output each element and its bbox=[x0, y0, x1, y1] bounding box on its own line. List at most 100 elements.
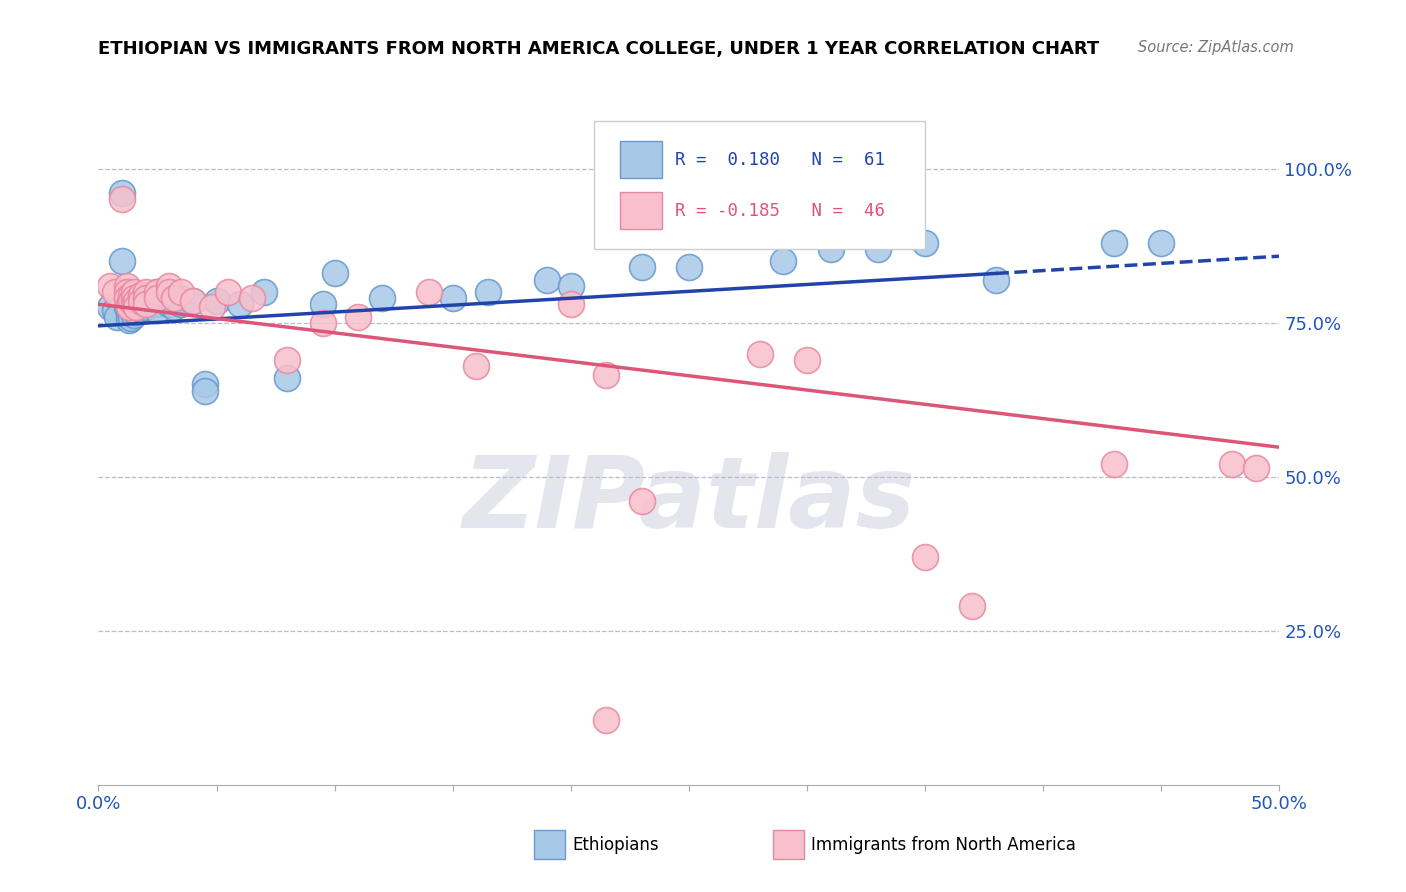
Point bbox=[1102, 458, 1125, 472]
Point bbox=[441, 291, 464, 305]
Point bbox=[105, 310, 128, 324]
Point bbox=[465, 359, 488, 373]
Point bbox=[125, 294, 148, 309]
FancyBboxPatch shape bbox=[620, 192, 662, 229]
Text: R =  0.180   N =  61: R = 0.180 N = 61 bbox=[675, 151, 884, 169]
Point bbox=[129, 302, 152, 317]
Point bbox=[104, 285, 127, 299]
Point bbox=[914, 549, 936, 564]
FancyBboxPatch shape bbox=[620, 141, 662, 178]
Point bbox=[135, 301, 157, 315]
Point bbox=[194, 384, 217, 398]
Point bbox=[276, 371, 298, 385]
Point bbox=[312, 297, 335, 311]
Point bbox=[1244, 460, 1267, 475]
Point bbox=[121, 310, 143, 325]
Point bbox=[229, 297, 252, 311]
Point bbox=[115, 301, 138, 315]
Point bbox=[240, 291, 263, 305]
Point bbox=[115, 291, 138, 305]
Point bbox=[201, 301, 224, 315]
Point bbox=[129, 291, 152, 305]
Point bbox=[98, 301, 121, 315]
Point bbox=[748, 346, 770, 360]
Point bbox=[125, 304, 148, 318]
Point bbox=[122, 297, 145, 311]
Point bbox=[129, 294, 152, 309]
Text: Source: ZipAtlas.com: Source: ZipAtlas.com bbox=[1137, 40, 1294, 55]
Point bbox=[678, 260, 700, 275]
Point bbox=[163, 291, 186, 305]
FancyBboxPatch shape bbox=[595, 120, 925, 250]
Point bbox=[312, 316, 335, 330]
Point bbox=[115, 297, 138, 311]
Point bbox=[170, 285, 193, 299]
Point bbox=[118, 301, 141, 315]
Point bbox=[1102, 235, 1125, 250]
Point bbox=[98, 278, 121, 293]
Point bbox=[121, 306, 143, 320]
Point bbox=[181, 294, 204, 309]
Point bbox=[820, 242, 842, 256]
Point bbox=[595, 713, 617, 727]
Point bbox=[477, 285, 499, 299]
Point bbox=[129, 288, 152, 302]
Point bbox=[217, 285, 239, 299]
Point bbox=[146, 297, 169, 311]
Point bbox=[135, 291, 157, 305]
Text: Ethiopians: Ethiopians bbox=[572, 836, 659, 854]
Point bbox=[129, 297, 152, 311]
Point bbox=[115, 285, 138, 299]
Point bbox=[115, 285, 138, 299]
Point bbox=[135, 285, 157, 299]
Point bbox=[630, 494, 652, 508]
Point bbox=[122, 303, 145, 318]
Point bbox=[194, 377, 217, 392]
Point bbox=[157, 285, 180, 299]
Point bbox=[157, 297, 180, 311]
Point bbox=[146, 303, 169, 318]
Point bbox=[146, 291, 169, 305]
Point bbox=[170, 291, 193, 305]
Text: ETHIOPIAN VS IMMIGRANTS FROM NORTH AMERICA COLLEGE, UNDER 1 YEAR CORRELATION CHA: ETHIOPIAN VS IMMIGRANTS FROM NORTH AMERI… bbox=[98, 40, 1099, 58]
Point bbox=[163, 301, 186, 315]
Point bbox=[962, 599, 984, 614]
Point bbox=[111, 193, 134, 207]
Point bbox=[111, 186, 134, 201]
Point bbox=[371, 291, 394, 305]
Point bbox=[630, 260, 652, 275]
Point bbox=[984, 272, 1007, 286]
Point bbox=[121, 301, 143, 315]
Point bbox=[146, 285, 169, 299]
Point bbox=[157, 278, 180, 293]
Point bbox=[1220, 458, 1243, 472]
Point bbox=[125, 301, 148, 315]
Point bbox=[1150, 235, 1173, 250]
Point bbox=[253, 285, 276, 299]
Point bbox=[122, 291, 145, 305]
Point bbox=[146, 291, 169, 305]
Point bbox=[111, 254, 134, 268]
Point bbox=[118, 297, 141, 311]
Point bbox=[122, 309, 145, 323]
Point bbox=[118, 303, 141, 318]
Point bbox=[135, 294, 157, 309]
Text: R = -0.185   N =  46: R = -0.185 N = 46 bbox=[675, 202, 884, 219]
Point bbox=[121, 294, 143, 309]
Point bbox=[115, 291, 138, 305]
Text: ZIPatlas: ZIPatlas bbox=[463, 451, 915, 549]
Point bbox=[104, 303, 127, 318]
Point bbox=[170, 297, 193, 311]
Point bbox=[560, 278, 582, 293]
Point bbox=[146, 285, 169, 299]
Point bbox=[122, 297, 145, 311]
Point bbox=[118, 312, 141, 326]
Point bbox=[121, 288, 143, 302]
Point bbox=[205, 294, 228, 309]
Point bbox=[347, 310, 370, 324]
Point bbox=[323, 267, 346, 281]
Point bbox=[139, 288, 162, 302]
Point bbox=[560, 297, 582, 311]
Point bbox=[418, 285, 440, 299]
Point bbox=[181, 294, 204, 309]
